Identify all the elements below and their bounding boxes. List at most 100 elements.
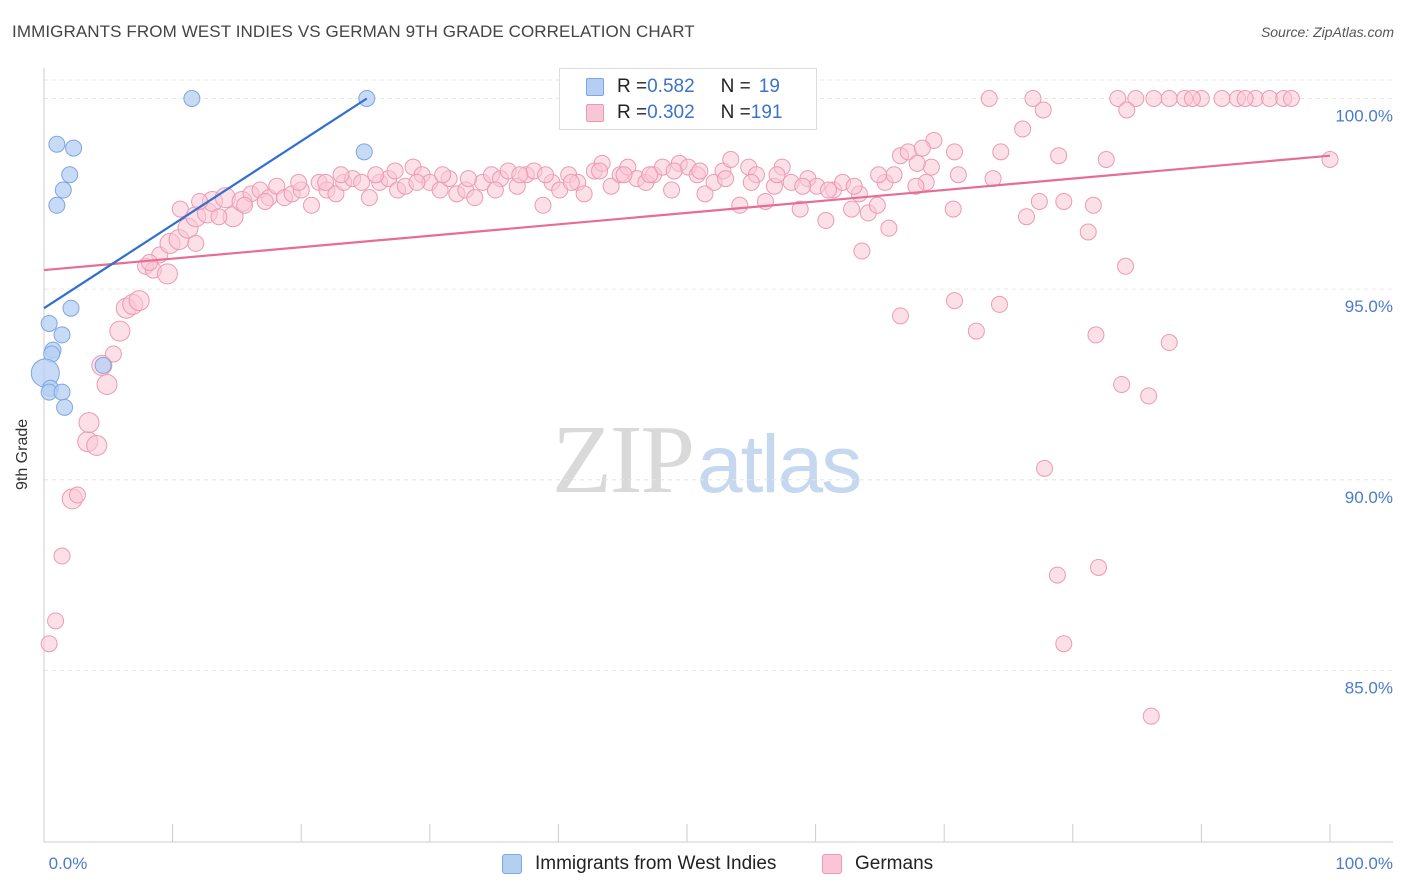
data-point-west-indies — [61, 166, 79, 184]
data-point-germans — [1236, 90, 1254, 108]
data-point-germans — [1090, 558, 1108, 576]
stats-legend: R = 0.582 N = 19 R = 0.302 N = 191 — [559, 68, 817, 130]
data-point-germans — [68, 486, 86, 504]
data-point-germans — [1160, 90, 1178, 108]
data-point-germans — [817, 212, 835, 230]
data-point-germans — [1055, 192, 1073, 210]
legend-row-germans: R = 0.302 N = 191 — [586, 100, 782, 126]
data-point-west-indies — [94, 356, 112, 374]
data-point-germans — [1282, 90, 1300, 108]
data-point-germans — [86, 434, 108, 456]
legend-n-label: N = — [720, 76, 751, 97]
data-point-germans — [1050, 147, 1068, 165]
data-point-west-indies — [48, 135, 66, 153]
data-point-west-indies — [53, 383, 71, 401]
legend-r-value-west-indies: 0.582 — [647, 76, 695, 97]
data-point-germans — [1142, 707, 1160, 725]
data-point-germans — [944, 200, 962, 218]
data-point-west-indies — [62, 299, 80, 317]
data-point-germans — [210, 208, 228, 226]
data-point-germans — [128, 290, 150, 312]
data-point-germans — [1160, 334, 1178, 352]
data-point-germans — [1321, 151, 1339, 169]
bottom-legend-label-germans: Germans — [855, 853, 934, 874]
data-point-germans — [434, 166, 452, 184]
bottom-legend-germans: Germans — [822, 851, 933, 877]
data-point-germans — [819, 181, 837, 199]
watermark-atlas: atlas — [697, 419, 862, 510]
watermark-zip: ZIP — [552, 406, 695, 514]
data-point-germans — [534, 196, 552, 214]
data-point-west-indies — [40, 314, 58, 332]
y-axis-label: 9th Grade — [14, 418, 31, 490]
data-point-germans — [992, 143, 1010, 161]
data-point-germans — [967, 322, 985, 340]
legend-r-label: R = — [617, 76, 648, 97]
data-point-germans — [317, 173, 335, 191]
data-point-germans — [78, 412, 100, 434]
bottom-legend-swatch-germans — [822, 854, 842, 874]
data-point-germans — [615, 166, 633, 184]
data-point-germans — [641, 166, 659, 184]
data-point-germans — [104, 345, 122, 363]
data-point-germans — [1024, 90, 1042, 108]
data-point-germans — [717, 170, 735, 188]
data-point-germans — [880, 219, 898, 237]
data-point-germans — [742, 173, 760, 191]
data-point-germans — [1118, 101, 1136, 119]
data-point-germans — [511, 166, 529, 184]
data-point-germans — [1127, 90, 1145, 108]
data-point-germans — [1183, 90, 1201, 108]
data-point-germans — [459, 170, 477, 188]
data-point-germans — [562, 173, 580, 191]
data-point-germans — [980, 90, 998, 108]
watermark: ZIPatlas — [552, 402, 862, 516]
trendline-germans — [43, 154, 1331, 272]
data-point-germans — [290, 173, 308, 191]
data-point-germans — [256, 192, 274, 210]
data-point-west-indies — [56, 398, 74, 416]
data-point-germans — [1079, 223, 1097, 241]
data-point-germans — [843, 200, 861, 218]
data-point-germans — [768, 166, 786, 184]
data-point-germans — [1213, 90, 1231, 108]
legend-row-west-indies: R = 0.582 N = 19 — [586, 74, 780, 100]
chart-title: IMMIGRANTS FROM WEST INDIES VS GERMAN 9T… — [12, 22, 695, 41]
data-point-germans — [922, 158, 940, 176]
y-tick-label: 85.0% — [1345, 678, 1393, 697]
data-point-germans — [907, 177, 925, 195]
data-point-west-indies — [355, 143, 373, 161]
data-point-germans — [1087, 326, 1105, 344]
data-point-germans — [665, 162, 683, 180]
data-point-germans — [332, 166, 350, 184]
data-point-germans — [868, 196, 886, 214]
bottom-legend-swatch-west-indies — [502, 854, 522, 874]
data-point-germans — [891, 307, 909, 325]
data-point-germans — [591, 162, 609, 180]
x-tick-label-min: 0.0% — [49, 854, 88, 873]
data-point-germans — [1030, 192, 1048, 210]
data-point-germans — [949, 166, 967, 184]
data-point-germans — [386, 162, 404, 180]
data-point-germans — [1097, 151, 1115, 169]
y-tick-label: 100.0% — [1335, 107, 1393, 126]
bottom-legend-label-west-indies: Immigrants from West Indies — [535, 853, 777, 874]
data-point-germans — [1018, 208, 1036, 226]
data-point-west-indies — [54, 181, 72, 199]
data-point-germans — [236, 196, 254, 214]
data-point-germans — [353, 173, 371, 191]
data-point-germans — [53, 547, 71, 565]
trendline-west-indies — [43, 97, 368, 310]
legend-n-label: N = — [720, 102, 751, 123]
source-credit: Source: ZipAtlas.com — [1260, 24, 1394, 40]
data-point-germans — [1048, 566, 1066, 584]
data-point-germans — [1140, 387, 1158, 405]
bottom-legend-west-indies: Immigrants from West Indies — [502, 851, 776, 877]
data-point-germans — [885, 166, 903, 184]
data-point-germans — [1117, 257, 1135, 275]
data-point-germans — [171, 200, 189, 218]
data-point-germans — [731, 196, 749, 214]
legend-n-value-germans: 191 — [750, 102, 783, 123]
data-point-germans — [1109, 90, 1127, 108]
